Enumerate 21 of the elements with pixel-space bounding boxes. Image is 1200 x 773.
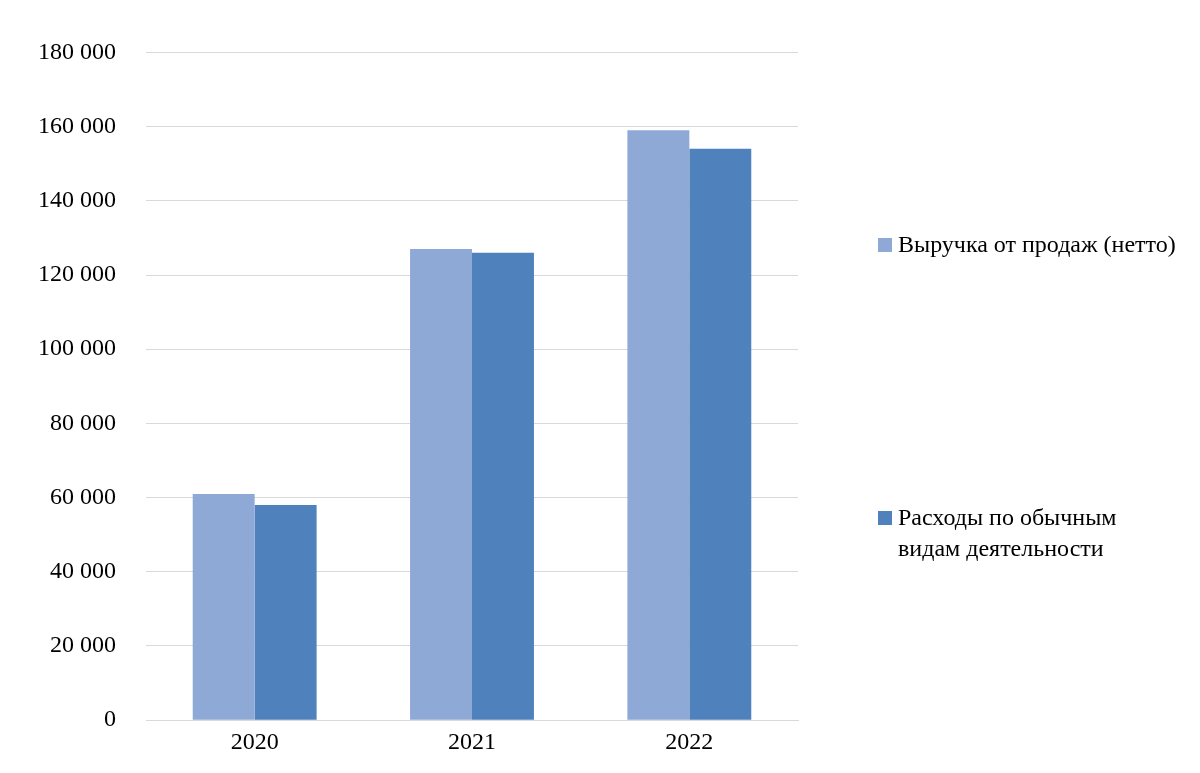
y-tick-label: 0 <box>104 705 116 732</box>
bar <box>410 249 472 720</box>
y-tick-label: 20 000 <box>50 631 116 658</box>
y-tick-label: 180 000 <box>38 37 116 64</box>
bar <box>192 493 255 720</box>
x-tick-label: 2022 <box>665 727 714 754</box>
y-tick-label: 120 000 <box>38 260 116 287</box>
y-tick-label: 140 000 <box>38 186 116 213</box>
legend-label: Выручка от продаж (нетто) <box>898 230 1176 259</box>
y-tick-label: 160 000 <box>38 111 116 138</box>
y-tick-label: 60 000 <box>50 482 116 509</box>
x-tick-label: 2020 <box>230 727 279 754</box>
y-tick-label: 40 000 <box>50 557 116 584</box>
bar <box>254 505 317 720</box>
bar <box>627 130 690 720</box>
y-tick-label: 80 000 <box>50 408 116 435</box>
bar <box>472 252 534 720</box>
x-tick-label: 2021 <box>448 727 496 754</box>
y-tick-label: 100 000 <box>38 334 116 361</box>
bar <box>689 148 752 720</box>
legend-label: Расходы по обычным видам деятельности <box>898 503 1118 563</box>
